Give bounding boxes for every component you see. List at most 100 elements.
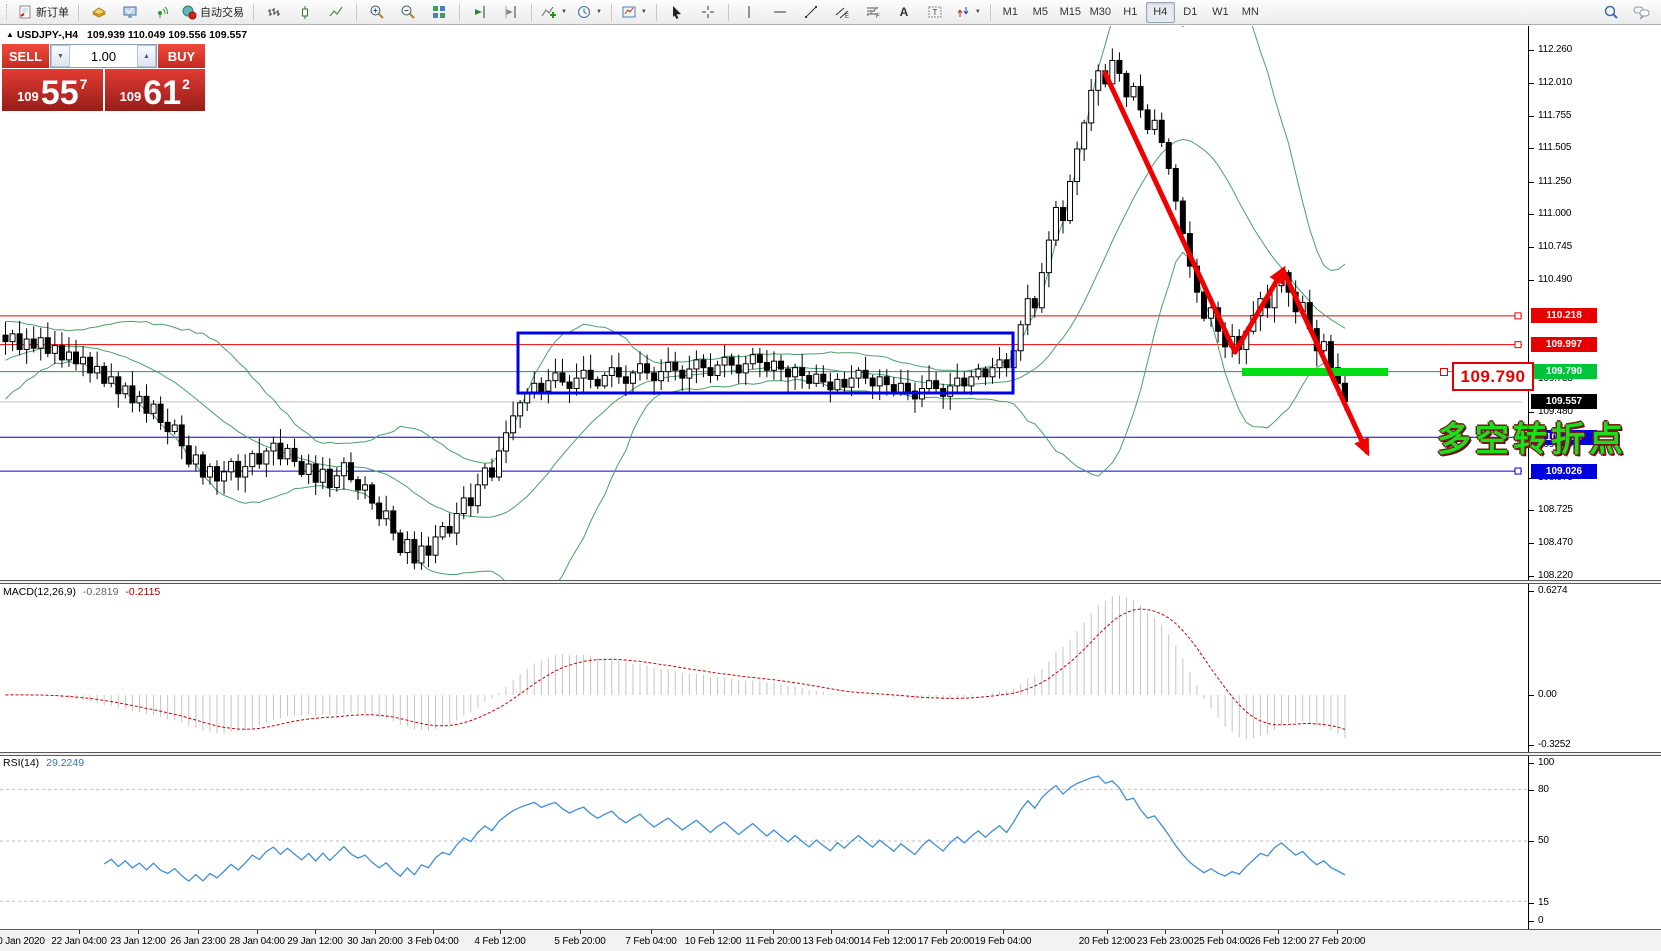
timeframe-button-m1[interactable]: M1 (1002, 6, 1018, 18)
price-axis[interactable]: 112.260 112.010 111.755 111.505 111.250 111.0… (1528, 26, 1661, 929)
sell-button[interactable]: SELL (2, 44, 49, 68)
vertical-line-icon (748, 6, 750, 18)
toolbar-separator (459, 3, 460, 21)
price-level-chip: 109.790 (1531, 364, 1597, 380)
timeframe-button-h1[interactable]: H1 (1123, 6, 1138, 18)
timeframe-button-m5[interactable]: M5 (1032, 6, 1048, 18)
price-tick-label: 110.490 (1538, 274, 1573, 286)
buy-button[interactable]: BUY (158, 44, 205, 68)
dropdown-arrow-icon: ▼ (595, 9, 602, 15)
sell-price-sup: 7 (79, 76, 88, 92)
price-tick-label: 112.260 (1538, 44, 1573, 55)
webterminal-button[interactable] (115, 1, 145, 24)
time-tick-mark (713, 930, 714, 934)
price-label-anchor (1440, 368, 1448, 376)
text-label-button[interactable]: T (920, 1, 950, 24)
horizontal-level-lines (0, 312, 1522, 475)
toolbar-drag-handle (6, 4, 10, 20)
macd-pane[interactable] (0, 584, 1529, 752)
toolbar-separator (655, 3, 657, 21)
price-tick-mark (1529, 510, 1534, 512)
autotrading-icon (182, 5, 197, 20)
sell-price-display[interactable]: 109 55 7 (2, 69, 103, 111)
equidistant-channel-button[interactable]: E (827, 1, 857, 24)
zoom-out-button[interactable] (393, 1, 423, 24)
timeframe-button-m15[interactable]: M15 (1059, 6, 1082, 18)
templates-button[interactable]: ▼ (617, 1, 651, 24)
auto-scroll-button[interactable] (465, 1, 495, 24)
candlestick-button[interactable] (290, 1, 320, 24)
time-tick-label: 22 Jan 04:00 (51, 936, 107, 947)
main-chart-pane[interactable] (0, 26, 1529, 580)
timeframe-button-d1[interactable]: D1 (1183, 6, 1198, 18)
timeframe-button-mn[interactable]: MN (1241, 6, 1259, 18)
time-tick-mark (651, 930, 652, 934)
sell-price-prefix: 109 (17, 89, 39, 104)
price-tick-mark (1529, 444, 1534, 446)
clock-icon (577, 6, 590, 18)
text-button[interactable]: A (889, 1, 919, 24)
time-tick-label: 3 Feb 04:00 (407, 936, 459, 947)
macd-tick-mark (1529, 745, 1534, 746)
price-tick-label: 108.220 (1538, 570, 1573, 581)
quotes-button[interactable] (84, 1, 114, 24)
chat-button[interactable] (1627, 1, 1657, 24)
pane-separator[interactable] (0, 580, 1661, 584)
rsi-tick-label: 15 (1538, 897, 1549, 908)
macd-name: MACD(12,26,9) (3, 586, 76, 598)
bar-chart-button[interactable] (259, 1, 289, 24)
dropdown-arrow-icon: ▼ (561, 9, 567, 15)
symbol-ohlc-label: ▲ USDJPY-,H4 109.939 110.049 109.556 109… (6, 29, 247, 41)
buy-price-sup: 2 (182, 76, 190, 92)
timeframe-button-w1[interactable]: W1 (1212, 6, 1229, 18)
line-chart-button[interactable] (321, 1, 351, 24)
zoom-out-icon (401, 5, 415, 19)
toolbar-separator (610, 3, 612, 21)
cursor-button[interactable] (662, 1, 692, 24)
pane-separator[interactable] (0, 752, 1661, 756)
timeframe-button-h4[interactable]: H4 (1145, 1, 1175, 23)
price-tick-mark (1529, 82, 1534, 84)
timeframe-button-m30[interactable]: M30 (1089, 6, 1112, 18)
fibonacci-button[interactable]: F (858, 1, 888, 24)
symbol-name: USDJPY-,H4 (16, 29, 79, 41)
sell-price-big: 55 (40, 74, 79, 112)
time-tick-label: 29 Jan 12:00 (287, 936, 343, 947)
tile-windows-button[interactable] (424, 1, 454, 24)
rsi-tick-label: 100 (1538, 757, 1555, 768)
arrows-button[interactable]: ▼ (951, 1, 985, 24)
toolbar-separator (356, 3, 357, 21)
time-tick-label: 4 Feb 12:00 (474, 936, 526, 947)
crosshair-button[interactable] (693, 1, 723, 24)
price-tick-mark (1529, 148, 1534, 150)
equidistant-channel-icon: E (835, 7, 849, 20)
time-tick-label: 23 Feb 23:00 (1136, 936, 1194, 947)
toolbar-separator (727, 3, 729, 21)
indicators-icon (541, 6, 556, 18)
time-tick-label: 0 Jan 2020 (0, 936, 45, 947)
rsi-pane[interactable] (0, 756, 1529, 929)
autotrading-button[interactable]: 自动交易 (177, 1, 248, 24)
vertical-line-button[interactable] (734, 1, 764, 24)
lot-size-value[interactable]: 1.00 (90, 48, 117, 64)
search-button[interactable] (1596, 1, 1626, 24)
trendline-button[interactable] (796, 1, 826, 24)
time-tick-mark (1165, 930, 1166, 934)
text-label-icon: T (928, 6, 942, 18)
rsi-tick-mark (1529, 903, 1534, 904)
lot-decrease-button[interactable]: ▼ (51, 45, 70, 67)
lot-increase-button[interactable]: ▲ (137, 45, 156, 67)
zoom-in-button[interactable] (362, 1, 392, 24)
macd-tick-mark (1529, 591, 1534, 592)
indicators-button[interactable]: ▼ (537, 1, 571, 24)
signals-button[interactable] (146, 1, 176, 24)
new-order-button[interactable]: 新订单 (13, 1, 73, 24)
periods-button[interactable]: ▼ (572, 1, 606, 24)
price-tick-mark (1529, 50, 1534, 51)
buy-price-display[interactable]: 109 61 2 (104, 69, 205, 111)
text-icon: A (900, 5, 909, 19)
horizontal-line-button[interactable] (765, 1, 795, 24)
svg-text:T: T (932, 8, 937, 17)
time-axis[interactable]: 0 Jan 2020 22 Jan 04:00 23 Jan 12:00 26 Jan… (0, 930, 1661, 951)
chart-shift-button[interactable] (496, 1, 526, 24)
